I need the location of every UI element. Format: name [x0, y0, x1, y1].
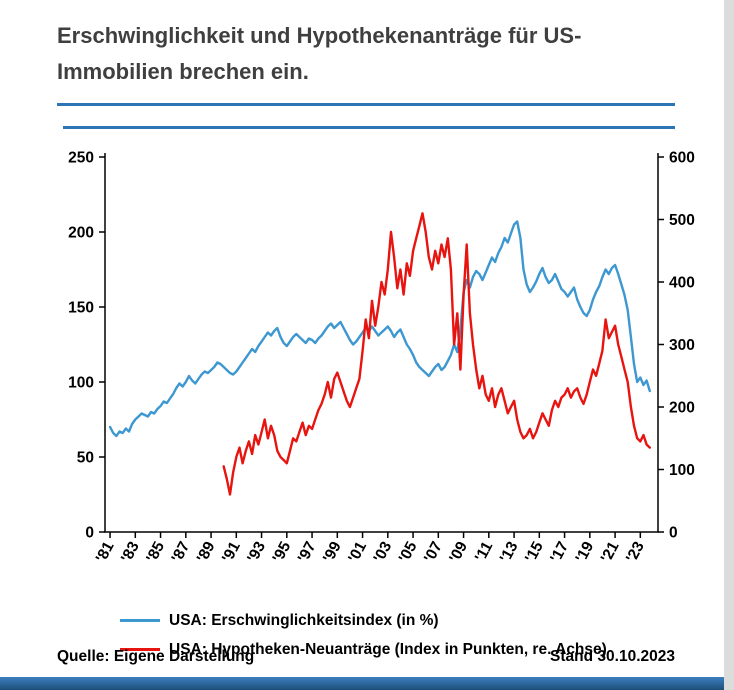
right-axis-label: 400: [669, 275, 695, 292]
x-axis-label: '23: [623, 539, 648, 566]
x-axis-label: '97: [295, 539, 320, 565]
series-line-mortgage-applications: [222, 212, 651, 496]
x-axis-label: '99: [320, 539, 345, 566]
legend-label-affordability: USA: Erschwinglichkeitsindex (in %): [169, 611, 439, 629]
x-axis-label: '13: [497, 539, 522, 566]
right-edge-strip: [724, 0, 734, 690]
title-divider-rule: [57, 103, 675, 106]
left-axis-label: 200: [68, 225, 94, 242]
as-of-date: Stand 30.10.2023: [550, 648, 675, 665]
x-axis-label: '83: [118, 539, 143, 566]
legend-label-mortgage-applications: USA: Hypotheken-Neuanträge (Index in Pun…: [169, 640, 607, 658]
series-line-affordability: [108, 220, 651, 438]
x-axis-label: '19: [573, 539, 598, 566]
chart-canvas: 0 50 100 150 200 250 0 100 200 300 400 500 600 '81'83…: [68, 150, 695, 566]
x-axis-label: '15: [522, 539, 547, 566]
right-axis-label: 300: [669, 337, 695, 354]
x-axis-label: '09: [446, 539, 471, 566]
legend: USA: Erschwinglichkeitsindex (in %) USA:…: [120, 606, 680, 664]
x-axis-label: '89: [194, 539, 219, 566]
bottom-accent-bar: [0, 677, 724, 690]
right-axis-label: 200: [669, 400, 695, 417]
x-axis-label: '17: [547, 539, 572, 565]
affordability-line-swatch: [120, 618, 160, 623]
right-axis-label: 600: [669, 150, 695, 167]
x-axis-label: '21: [598, 539, 623, 566]
chart-top-rule: [63, 126, 675, 129]
right-axis-label: 500: [669, 212, 695, 229]
x-axis-label: '01: [345, 539, 370, 566]
mortgage-line-swatch: [120, 647, 160, 652]
x-axis-label: '11: [472, 539, 497, 565]
footer: Quelle: Eigene Darstellung Stand 30.10.2…: [57, 648, 675, 666]
x-axis-label: '95: [270, 539, 295, 566]
x-axis-label: '85: [143, 539, 168, 566]
x-axis-label: '87: [168, 539, 193, 565]
chart-title: Erschwinglichkeit und Hypothekenanträge …: [57, 23, 582, 84]
left-axis-label: 250: [68, 150, 94, 167]
right-axis-label: 0: [669, 525, 678, 542]
source-note: Quelle: Eigene Darstellung: [57, 648, 255, 665]
right-axis-label: 100: [669, 462, 695, 479]
x-axis-label: '93: [244, 539, 269, 566]
legend-item-affordability: USA: Erschwinglichkeitsindex (in %): [120, 606, 680, 635]
left-axis-label: 0: [85, 525, 94, 542]
left-axis-label: 150: [68, 300, 94, 317]
left-axis-label: 50: [77, 450, 94, 467]
x-axis-label: '05: [396, 539, 421, 566]
left-axis-label: 100: [68, 375, 94, 392]
x-axis-label: '07: [421, 539, 446, 565]
x-axis-label: '81: [93, 539, 118, 566]
x-axis-label: '03: [371, 539, 396, 566]
legend-item-mortgage-applications: USA: Hypotheken-Neuanträge (Index in Pun…: [120, 635, 680, 664]
x-axis-label: '91: [219, 539, 244, 566]
